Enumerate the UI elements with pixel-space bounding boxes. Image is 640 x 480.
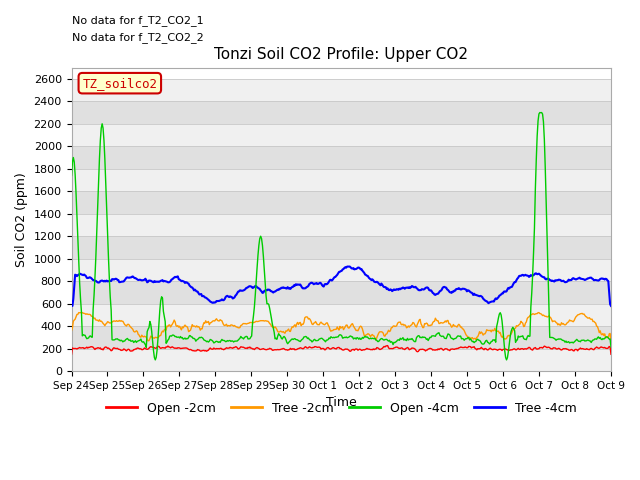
Bar xyxy=(72,124,611,146)
Bar xyxy=(72,236,611,259)
Bar xyxy=(72,214,611,236)
Title: Tonzi Soil CO2 Profile: Upper CO2: Tonzi Soil CO2 Profile: Upper CO2 xyxy=(214,47,468,62)
Bar xyxy=(72,281,611,304)
Text: TZ_soilco2: TZ_soilco2 xyxy=(83,77,157,90)
Bar xyxy=(72,101,611,124)
Bar xyxy=(72,326,611,348)
Bar xyxy=(72,259,611,281)
X-axis label: Time: Time xyxy=(326,396,356,409)
Bar xyxy=(72,304,611,326)
Bar xyxy=(72,191,611,214)
Bar xyxy=(72,348,611,371)
Text: No data for f_T2_CO2_1: No data for f_T2_CO2_1 xyxy=(72,15,203,26)
Text: No data for f_T2_CO2_2: No data for f_T2_CO2_2 xyxy=(72,32,204,43)
Y-axis label: Soil CO2 (ppm): Soil CO2 (ppm) xyxy=(15,172,28,267)
Bar xyxy=(72,169,611,191)
Bar xyxy=(72,79,611,101)
Bar xyxy=(72,146,611,169)
Legend: Open -2cm, Tree -2cm, Open -4cm, Tree -4cm: Open -2cm, Tree -2cm, Open -4cm, Tree -4… xyxy=(100,396,582,420)
